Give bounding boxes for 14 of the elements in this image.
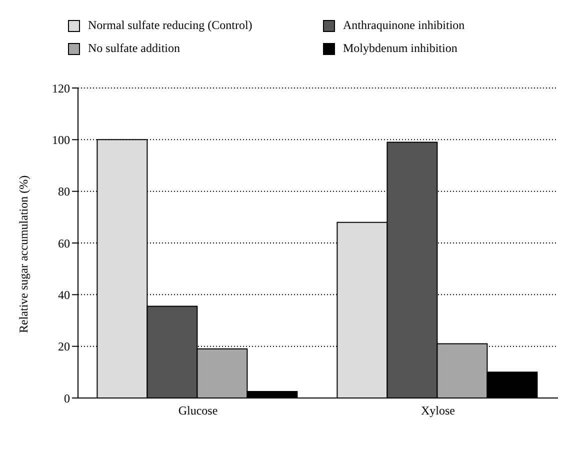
- y-tick-label: 80: [58, 184, 70, 199]
- y-tick-label: 20: [58, 340, 70, 354]
- y-tick-label: 60: [58, 236, 70, 250]
- y-tick-label: 0: [64, 391, 70, 406]
- y-tick-label: 120: [52, 81, 70, 96]
- y-axis-title: Relative sugar accumulation (%): [16, 175, 30, 333]
- x-tick-label: Xylose: [421, 404, 455, 418]
- legend-label: No sulfate addition: [88, 41, 180, 56]
- legend-label: Normal sulfate reducing (Control): [88, 18, 252, 33]
- y-tick-label: 40: [58, 288, 70, 302]
- y-tick-label: 100: [52, 132, 70, 147]
- legend-label: Molybdenum inhibition: [343, 41, 458, 56]
- x-tick-label: Glucose: [178, 404, 218, 418]
- legend-label: Anthraquinone inhibition: [343, 18, 465, 33]
